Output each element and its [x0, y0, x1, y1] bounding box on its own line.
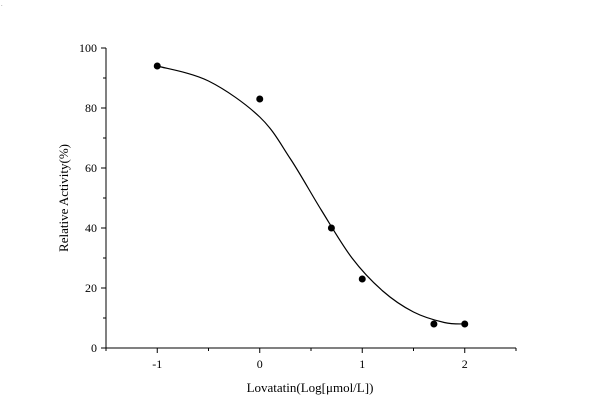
x-tick-label: 2	[462, 357, 468, 371]
data-point	[327, 224, 335, 232]
y-tick-label: 60	[85, 161, 97, 175]
data-point	[358, 275, 366, 283]
axis-ticks: 0 20 40 60 80 100 -1 0 1 2	[79, 41, 517, 371]
data-point	[430, 320, 438, 328]
data-point	[153, 62, 161, 70]
y-axis-title: Relative Activity(%)	[56, 144, 71, 252]
corner-mark: .	[1, 2, 3, 8]
data-points	[153, 62, 469, 328]
y-tick-label: 80	[85, 101, 97, 115]
fit-curve	[157, 65, 465, 325]
x-tick-label: 0	[257, 357, 263, 371]
y-tick-label: 40	[85, 221, 97, 235]
data-point	[256, 95, 264, 103]
axes	[105, 48, 516, 349]
y-tick-label: 20	[85, 281, 97, 295]
x-tick-label: 1	[359, 357, 365, 371]
y-tick-label: 0	[91, 341, 97, 355]
x-axis-title: Lovatatin(Log[μmol/L])	[247, 380, 374, 395]
y-tick-label: 100	[79, 41, 97, 55]
fit-curve-layer	[157, 65, 465, 325]
data-point	[461, 320, 469, 328]
x-tick-label: -1	[152, 357, 162, 371]
